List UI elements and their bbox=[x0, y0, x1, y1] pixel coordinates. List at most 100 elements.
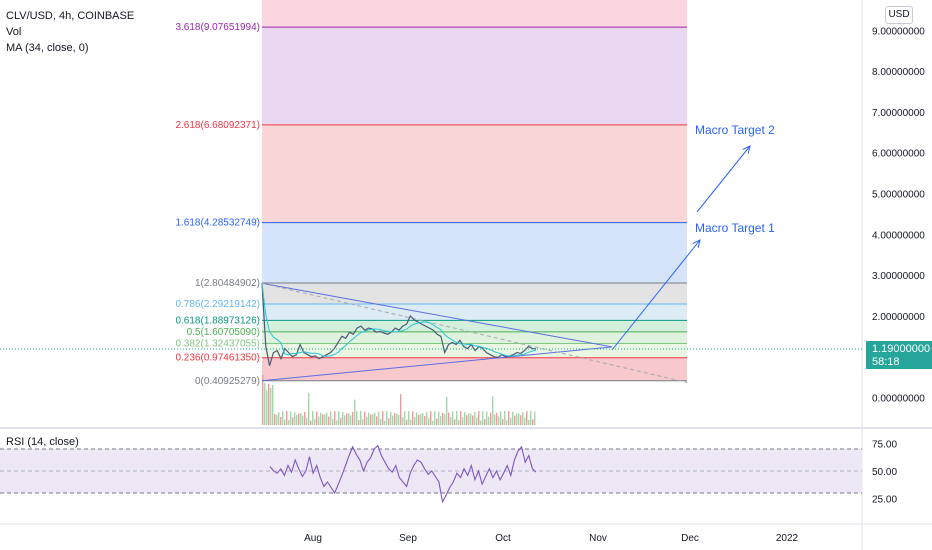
target-arrow-head bbox=[742, 145, 751, 154]
volume-bar bbox=[512, 411, 514, 425]
volume-bar bbox=[484, 418, 486, 425]
volume-bar bbox=[452, 411, 454, 425]
volume-bar bbox=[526, 411, 528, 425]
volume-bar bbox=[332, 419, 334, 425]
volume-bar bbox=[346, 413, 348, 425]
bar-countdown: 58:18 bbox=[872, 356, 900, 368]
volume-bar bbox=[280, 417, 282, 425]
volume-bar bbox=[504, 411, 506, 425]
volume-bar bbox=[262, 375, 264, 425]
volume-bar bbox=[296, 415, 298, 425]
volume-bar bbox=[426, 411, 428, 425]
fib-zone bbox=[262, 331, 687, 344]
price-tick-label: 3.00000000 bbox=[872, 271, 925, 282]
price-tick-label: 6.00000000 bbox=[872, 149, 925, 160]
volume-bar bbox=[530, 411, 532, 425]
currency-button[interactable]: USD bbox=[885, 6, 913, 24]
volume-bar bbox=[466, 415, 468, 425]
price-line bbox=[261, 283, 537, 366]
volume-bar bbox=[520, 415, 522, 425]
ma-legend: MA (34, close, 0) bbox=[6, 42, 89, 54]
price-tick-label: 8.00000000 bbox=[872, 67, 925, 78]
macro-target-label: Macro Target 2 bbox=[695, 123, 775, 137]
volume-bar bbox=[454, 419, 456, 425]
volume-bar bbox=[276, 414, 278, 425]
time-tick-label: 2022 bbox=[776, 533, 799, 544]
volume-bar bbox=[322, 414, 324, 425]
volume-bar bbox=[508, 411, 510, 425]
volume-bar bbox=[270, 388, 272, 425]
volume-bar bbox=[410, 419, 412, 425]
volume-bar bbox=[310, 420, 312, 425]
volume-bar bbox=[434, 411, 436, 425]
volume-bar bbox=[288, 419, 290, 425]
volume-bar bbox=[362, 419, 364, 425]
fib-zone bbox=[262, 27, 687, 125]
volume-bar bbox=[382, 411, 384, 425]
volume-bar bbox=[448, 412, 450, 425]
volume-bar bbox=[440, 416, 442, 425]
fib-level-label: 0.382(1.32437055) bbox=[175, 338, 260, 349]
volume-bar bbox=[266, 390, 268, 425]
volume-bar bbox=[370, 414, 372, 425]
last-price-value: 1.19000000 bbox=[872, 343, 931, 355]
volume-bar bbox=[292, 417, 294, 425]
volume-bar bbox=[326, 412, 328, 425]
price-tick-label: 9.00000000 bbox=[872, 26, 925, 37]
volume-bar bbox=[378, 411, 380, 425]
fib-zone bbox=[262, 222, 687, 284]
volume-bar bbox=[446, 396, 448, 425]
volume-bar bbox=[342, 412, 344, 425]
volume-bar bbox=[456, 411, 458, 425]
fib-level-label: 3.618(9.07651994) bbox=[175, 22, 260, 33]
volume-bar bbox=[496, 412, 498, 425]
volume-bar bbox=[316, 411, 318, 425]
fib-zone bbox=[262, 124, 687, 223]
fib-level-label: 1(2.80484902) bbox=[195, 278, 260, 289]
volume-bar bbox=[388, 418, 390, 425]
volume-bar bbox=[364, 411, 366, 425]
volume-bar bbox=[348, 413, 350, 425]
volume-bar bbox=[380, 418, 382, 425]
fib-level-label: 0(0.40925279) bbox=[195, 376, 260, 387]
volume-bar bbox=[486, 411, 488, 425]
price-tick-label: 2.00000000 bbox=[872, 312, 925, 323]
volume-bar bbox=[350, 415, 352, 425]
volume-bar bbox=[356, 411, 358, 425]
volume-bar bbox=[430, 411, 432, 425]
volume-bar bbox=[506, 420, 508, 425]
volume-bar bbox=[390, 411, 392, 425]
volume-bar bbox=[282, 411, 284, 425]
volume-bar bbox=[336, 420, 338, 425]
target-arrow bbox=[611, 239, 701, 351]
volume-bar bbox=[330, 411, 332, 425]
volume-bar bbox=[264, 383, 266, 425]
volume-bar bbox=[462, 417, 464, 425]
upper-trendline bbox=[261, 282, 613, 348]
volume-bar bbox=[392, 415, 394, 425]
volume-bar bbox=[438, 411, 440, 425]
fib-level-label: 0.5(1.60705090) bbox=[187, 327, 260, 338]
volume-bar bbox=[352, 412, 354, 425]
volume-bar bbox=[428, 418, 430, 425]
volume-bar bbox=[420, 413, 422, 425]
fib-zone bbox=[262, 283, 687, 304]
volume-bar bbox=[492, 396, 494, 425]
volume-bar bbox=[354, 399, 356, 425]
volume-bar bbox=[402, 417, 404, 425]
price-tick-label: 5.00000000 bbox=[872, 190, 925, 201]
volume-bar bbox=[334, 411, 336, 425]
moving-average-line bbox=[261, 283, 537, 357]
volume-bar bbox=[398, 415, 400, 425]
volume-bar bbox=[372, 414, 374, 425]
volume-bar bbox=[328, 416, 330, 425]
volume-bar bbox=[344, 415, 346, 425]
rsi-legend: RSI (14, close) bbox=[6, 436, 79, 448]
fib-zone bbox=[262, 0, 687, 28]
time-tick-label: Dec bbox=[681, 533, 699, 544]
volume-bar bbox=[324, 414, 326, 425]
volume-bar bbox=[480, 420, 482, 425]
volume-bar bbox=[298, 413, 300, 425]
volume-bar bbox=[368, 412, 370, 425]
